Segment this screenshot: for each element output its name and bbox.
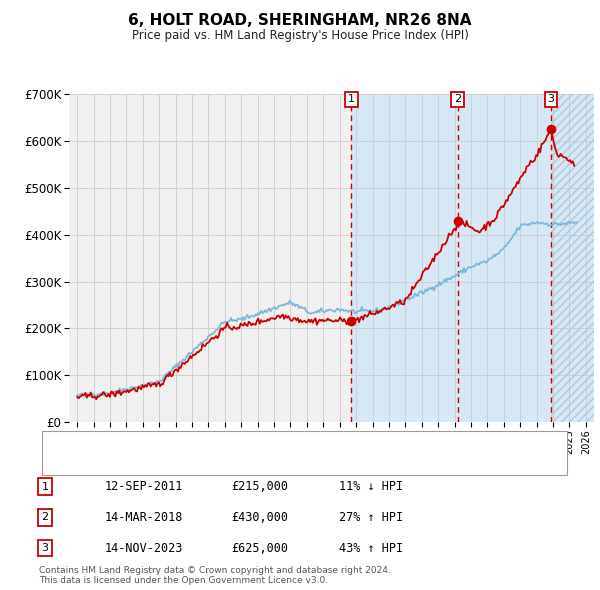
Text: 12-SEP-2011: 12-SEP-2011: [105, 480, 184, 493]
Text: 43% ↑ HPI: 43% ↑ HPI: [339, 542, 403, 555]
Text: 1: 1: [348, 94, 355, 104]
Text: 3: 3: [547, 94, 554, 104]
Bar: [352, 94, 458, 422]
Text: HPI: Average price, detached house, North Norfolk: HPI: Average price, detached house, Nort…: [85, 455, 367, 465]
Bar: [551, 94, 594, 422]
Text: This data is licensed under the Open Government Licence v3.0.: This data is licensed under the Open Gov…: [39, 576, 328, 585]
Text: 2: 2: [41, 513, 49, 522]
Text: 14-MAR-2018: 14-MAR-2018: [105, 511, 184, 524]
Bar: [458, 94, 551, 422]
Text: 1: 1: [41, 482, 49, 491]
Text: £430,000: £430,000: [231, 511, 288, 524]
Bar: [551, 94, 594, 422]
Text: £215,000: £215,000: [231, 480, 288, 493]
Text: 6, HOLT ROAD, SHERINGHAM, NR26 8NA (detached house): 6, HOLT ROAD, SHERINGHAM, NR26 8NA (deta…: [85, 438, 413, 447]
Text: £625,000: £625,000: [231, 542, 288, 555]
Text: 27% ↑ HPI: 27% ↑ HPI: [339, 511, 403, 524]
Text: 2: 2: [454, 94, 461, 104]
Text: 11% ↓ HPI: 11% ↓ HPI: [339, 480, 403, 493]
Text: Price paid vs. HM Land Registry's House Price Index (HPI): Price paid vs. HM Land Registry's House …: [131, 30, 469, 42]
Text: 14-NOV-2023: 14-NOV-2023: [105, 542, 184, 555]
Text: 6, HOLT ROAD, SHERINGHAM, NR26 8NA: 6, HOLT ROAD, SHERINGHAM, NR26 8NA: [128, 13, 472, 28]
Text: Contains HM Land Registry data © Crown copyright and database right 2024.: Contains HM Land Registry data © Crown c…: [39, 566, 391, 575]
Text: 3: 3: [41, 543, 49, 553]
